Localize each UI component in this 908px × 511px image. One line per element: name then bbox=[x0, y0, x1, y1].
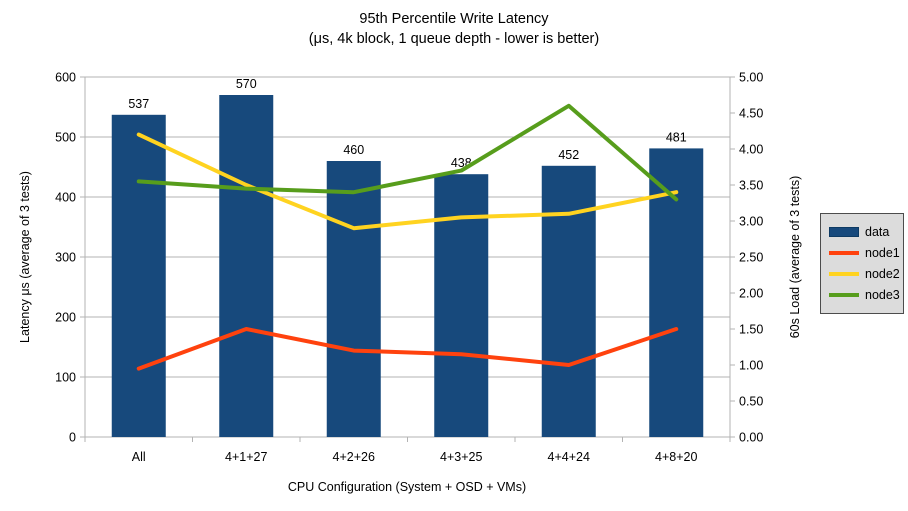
bar-4+4+24 bbox=[541, 165, 596, 438]
left-axis-title: Latency μs (average of 3 tests) bbox=[18, 171, 32, 343]
right-tick-label: 0.00 bbox=[739, 431, 763, 445]
chart-title-line2: (μs, 4k block, 1 queue depth - lower is … bbox=[308, 31, 600, 47]
right-tick-label: 2.00 bbox=[739, 287, 763, 301]
legend-label: node1 bbox=[865, 245, 900, 260]
right-tick-label: 1.50 bbox=[739, 323, 763, 337]
line-node2 bbox=[136, 132, 679, 231]
bar-4+3+25 bbox=[434, 174, 489, 437]
left-tick-label: 0 bbox=[69, 431, 76, 445]
left-tick-label: 300 bbox=[55, 251, 76, 265]
category-label: All bbox=[132, 450, 146, 464]
line-node3 bbox=[136, 103, 679, 202]
line-node1 bbox=[136, 327, 679, 371]
legend-bar-swatch bbox=[829, 226, 859, 237]
bar-4+2+26 bbox=[326, 161, 381, 437]
bar-value-label: 570 bbox=[236, 77, 257, 91]
left-tick-label: 400 bbox=[55, 191, 76, 205]
legend-line-swatch bbox=[829, 271, 859, 276]
left-tick-label: 600 bbox=[55, 71, 76, 85]
left-tick-label: 500 bbox=[55, 131, 76, 145]
legend-item-node3: node3 bbox=[829, 284, 900, 305]
category-label: 4+3+25 bbox=[440, 450, 482, 464]
category-label: 4+1+27 bbox=[225, 450, 267, 464]
legend: data node1 node2 node3 bbox=[820, 213, 904, 314]
right-tick-label: 3.00 bbox=[739, 215, 763, 229]
legend-item-node1: node1 bbox=[829, 242, 900, 263]
right-tick-label: 2.50 bbox=[739, 251, 763, 265]
x-axis-title: CPU Configuration (System + OSD + VMs) bbox=[287, 480, 527, 494]
plot-area: 0 100 200 300 400 500 600 0.00 0.50 1.00 1.50 2.00 2… bbox=[55, 71, 763, 465]
chart-title: 95th Percentile Write Latency (μs, 4k bl… bbox=[0, 9, 908, 49]
right-tick-label: 5.00 bbox=[739, 71, 763, 85]
legend-label: node3 bbox=[865, 287, 900, 302]
legend-label: data bbox=[865, 224, 890, 239]
chart-title-line1: 95th Percentile Write Latency bbox=[359, 11, 549, 27]
left-tick-label: 200 bbox=[55, 311, 76, 325]
chart-canvas: 0 100 200 300 400 500 600 0.00 0.50 1.00 1.50 2.00 2… bbox=[55, 71, 763, 465]
right-tick-label: 0.50 bbox=[739, 395, 763, 409]
right-tick-label: 4.00 bbox=[739, 143, 763, 157]
right-tick-label: 4.50 bbox=[739, 107, 763, 121]
category-label: 4+4+24 bbox=[548, 450, 590, 464]
bar-value-label: 537 bbox=[128, 97, 149, 111]
legend-item-data: data bbox=[829, 221, 895, 242]
left-tick-label: 100 bbox=[55, 371, 76, 385]
legend-line-swatch bbox=[829, 292, 859, 297]
category-label: 4+8+20 bbox=[655, 450, 697, 464]
right-axis-title: 60s Load (average of 3 tests) bbox=[788, 175, 802, 339]
category-label: 4+2+26 bbox=[333, 450, 375, 464]
right-tick-label: 1.00 bbox=[739, 359, 763, 373]
bar-value-label: 452 bbox=[558, 148, 579, 162]
legend-label: node2 bbox=[865, 266, 900, 281]
bar-value-label: 481 bbox=[666, 130, 687, 144]
bar-4+1+27 bbox=[219, 95, 274, 437]
right-tick-label: 3.50 bbox=[739, 179, 763, 193]
bar-value-label: 460 bbox=[343, 143, 364, 157]
legend-line-swatch bbox=[829, 250, 859, 255]
legend-item-node2: node2 bbox=[829, 263, 900, 284]
bar-All bbox=[111, 114, 166, 438]
